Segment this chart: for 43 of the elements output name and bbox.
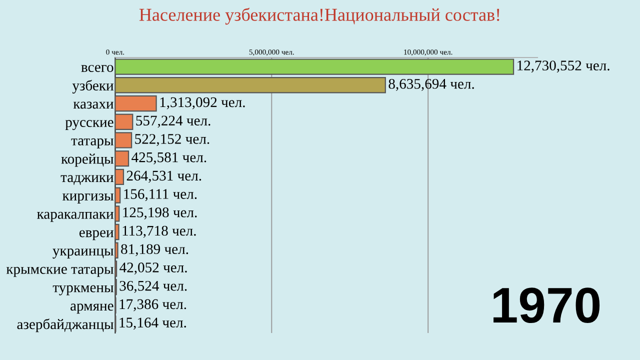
data-label: 113,718 чел.: [122, 226, 196, 238]
bar: [115, 150, 130, 167]
bar: [115, 206, 120, 222]
y-tick-label: украинцы: [52, 248, 114, 259]
bar: [115, 95, 157, 112]
data-label: 557,224 чел.: [136, 116, 210, 128]
data-label: 125,198 чел.: [123, 207, 197, 220]
chart-title: Население узбекистана!Национальный состав!: [139, 8, 500, 25]
data-label: 15,164 чел.: [120, 318, 186, 330]
y-tick-label: татары: [71, 138, 114, 148]
y-tick-label: казахи: [73, 102, 114, 109]
bar: [115, 114, 134, 130]
annotation: 1970: [494, 288, 600, 324]
data-label: 425,581 чел.: [132, 152, 206, 164]
y-tick-label: киргизы: [62, 193, 114, 204]
bar: [115, 132, 132, 148]
y-tick-label: евреи: [79, 230, 114, 240]
data-label: 12,730,552 чел.: [518, 60, 610, 73]
y-tick-label: узбеки: [72, 80, 114, 94]
bar: [115, 242, 118, 258]
data-label: 1,313,092 чел.: [160, 97, 245, 110]
data-label: 264,531 чел.: [126, 170, 202, 183]
data-label: 156,111 чел.: [124, 189, 197, 202]
y-tick-label: азербайджанцы: [17, 318, 114, 332]
y-tick-label: крымские татары: [6, 266, 114, 277]
data-label: 81,189 чел.: [121, 244, 188, 256]
data-label: 17,386 чел.: [120, 299, 186, 312]
data-label: 36,524 чел.: [120, 280, 187, 293]
y-tick-label: армяне: [70, 304, 114, 314]
bar: [115, 58, 514, 75]
data-label: 8,635,694 чел.: [388, 78, 474, 91]
y-tick-label: туркмены: [52, 285, 114, 296]
y-tick-label: таджики: [60, 175, 114, 185]
y-tick-label: русские: [65, 120, 114, 130]
bar: [115, 77, 386, 94]
data-label: 522,152 чел.: [135, 134, 210, 146]
data-label: 42,052 чел.: [120, 262, 187, 274]
bar: [115, 168, 124, 186]
y-tick-label: всего: [81, 64, 114, 72]
y-tick-label: корейцы: [61, 154, 114, 167]
bar: [115, 187, 121, 204]
y-tick-label: каракалпаки: [37, 212, 114, 222]
bar: [115, 224, 120, 240]
